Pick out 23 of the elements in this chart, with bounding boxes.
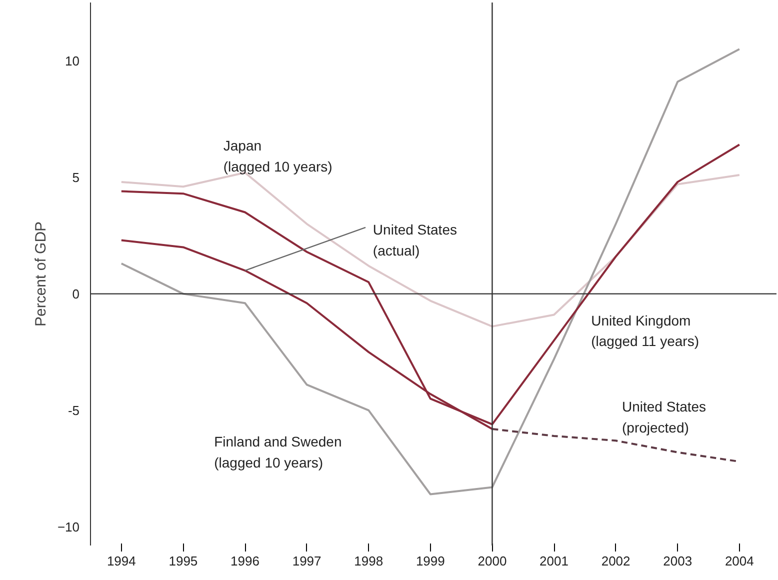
- y-axis-title: Percent of GDP: [32, 221, 50, 327]
- x-tick-label: 1994: [106, 554, 136, 568]
- y-tick-label: 0: [72, 286, 80, 302]
- y-tick-label: 5: [72, 170, 80, 185]
- x-tick-label: 2002: [601, 554, 630, 568]
- series-label: United Kingdom (lagged 11 years): [591, 312, 700, 350]
- line-series: [120, 48, 740, 496]
- x-tick-label: 2001: [540, 554, 568, 568]
- x-tick-label: 1995: [168, 554, 198, 568]
- x-tick-label: 1998: [354, 554, 384, 568]
- x-tick-label: 2004: [724, 554, 754, 568]
- text: Finland and Sweden (lagged 10 years): [214, 434, 342, 470]
- x-tick-label: 2003: [663, 554, 692, 568]
- x-tick-label: 1999: [416, 554, 445, 568]
- series-label: Japan (lagged 10 years): [223, 138, 332, 174]
- y-tick-label: 10: [65, 53, 80, 68]
- x-tick-label: 1997: [292, 554, 322, 568]
- x-tick-label: 1996: [230, 554, 260, 568]
- x-tick-label: 2000: [478, 554, 507, 568]
- series-label: United States (projected): [622, 398, 706, 436]
- y-tick-label: -5: [68, 402, 80, 418]
- text: United States (actual): [372, 222, 457, 258]
- y-tick-label: −10: [57, 519, 80, 534]
